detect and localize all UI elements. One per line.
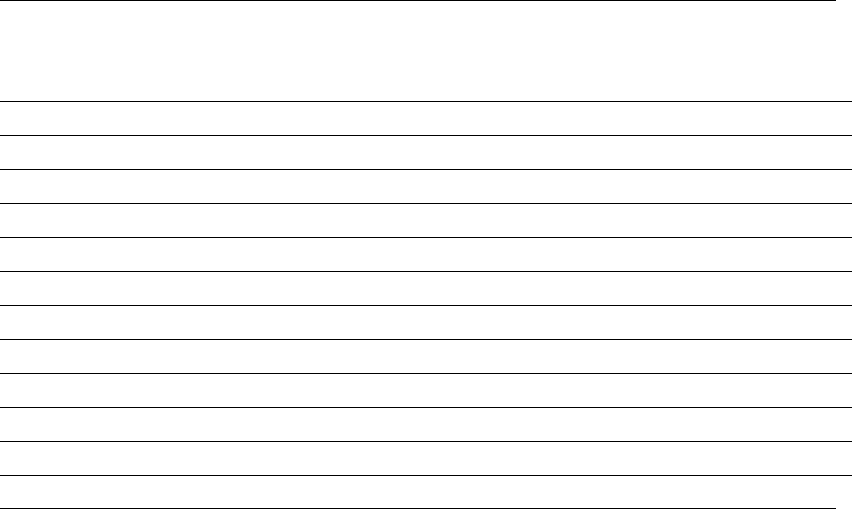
ruled-table	[0, 0, 852, 509]
page: {}	[0, 0, 852, 509]
